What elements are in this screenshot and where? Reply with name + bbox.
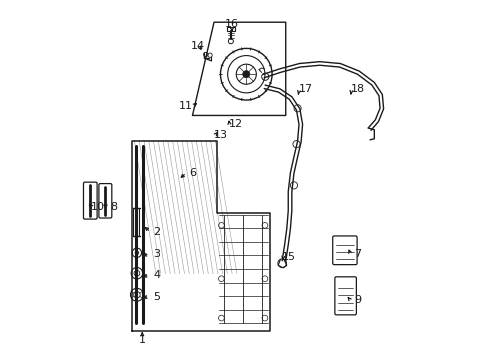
Text: 17: 17 <box>298 84 312 94</box>
Text: 8: 8 <box>110 202 117 212</box>
Text: 10: 10 <box>91 202 105 212</box>
Text: 16: 16 <box>224 19 239 29</box>
Text: 4: 4 <box>153 270 160 280</box>
Bar <box>226 27 235 31</box>
Text: 13: 13 <box>214 130 228 140</box>
Text: 14: 14 <box>190 41 204 50</box>
Text: 12: 12 <box>228 120 242 129</box>
Text: 9: 9 <box>353 295 360 305</box>
Text: 6: 6 <box>189 168 196 178</box>
Text: 7: 7 <box>353 248 360 258</box>
Bar <box>133 208 139 235</box>
Text: 3: 3 <box>153 248 160 258</box>
Text: 18: 18 <box>350 84 364 94</box>
Circle shape <box>242 71 249 78</box>
Text: 5: 5 <box>153 292 160 302</box>
Text: 11: 11 <box>178 102 192 112</box>
Text: 2: 2 <box>153 227 160 237</box>
Text: 1: 1 <box>139 334 145 345</box>
Text: 15: 15 <box>282 252 296 262</box>
